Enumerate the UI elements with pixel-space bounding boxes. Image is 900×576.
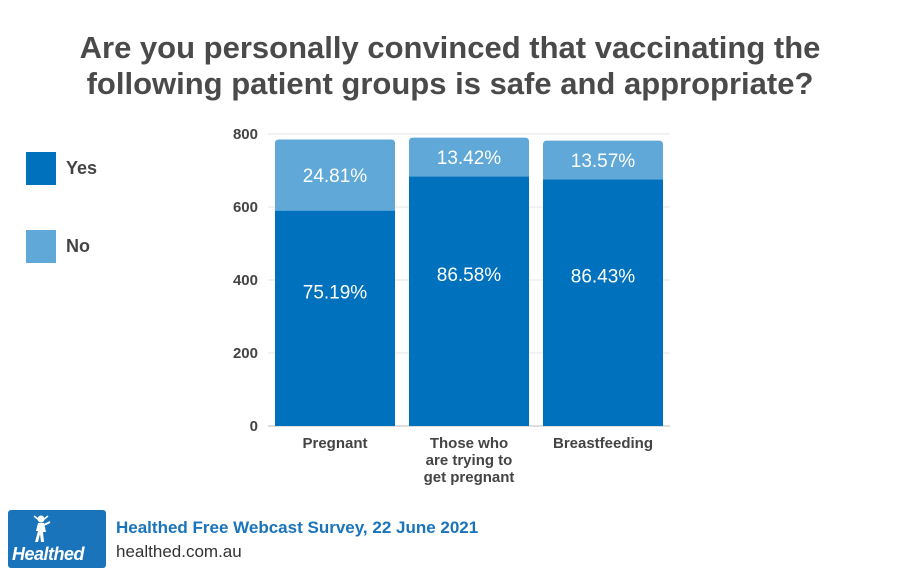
x-tick-label-1-line-2: get pregnant xyxy=(423,469,515,486)
footer: Healthed Healthed Free Webcast Survey, 2… xyxy=(8,510,608,570)
legend-swatch-yes xyxy=(26,152,56,185)
x-tick-label-2: Breastfeeding xyxy=(538,435,668,452)
survey-source: Healthed Free Webcast Survey, 22 June 20… xyxy=(116,518,479,537)
y-tick-label-200: 200 xyxy=(233,345,258,362)
x-tick-label-1-line-0: Those who xyxy=(429,435,509,452)
x-tick-label-0: Pregnant xyxy=(270,435,400,452)
chart-title: Are you personally convinced that vaccin… xyxy=(0,30,900,102)
x-tick-label-1: Those who are trying to get pregnant xyxy=(404,435,534,486)
bar-yes-2 xyxy=(543,179,663,426)
hermes-figure-icon xyxy=(33,515,51,542)
data-label-no-1: 13.42% xyxy=(437,148,502,169)
data-label-yes-0: 75.19% xyxy=(303,282,368,303)
bar-no-1 xyxy=(409,137,529,177)
logo-text: Healthed xyxy=(12,544,85,564)
data-label-no-2: 13.57% xyxy=(571,151,636,172)
x-tick-label-0-line-0: Pregnant xyxy=(302,435,368,452)
healthed-logo: Healthed xyxy=(8,510,106,568)
data-label-yes-2: 86.43% xyxy=(571,267,636,288)
bar-no-0 xyxy=(275,139,395,211)
data-label-yes-1: 86.58% xyxy=(437,265,502,286)
bar-yes-1 xyxy=(409,176,529,426)
y-tick-label-800: 800 xyxy=(233,126,258,143)
chart-title-line-1: Are you personally convinced that vaccin… xyxy=(79,30,821,65)
y-tick-label-400: 400 xyxy=(233,272,258,289)
y-tick-label-0: 0 xyxy=(250,418,258,435)
legend-swatch-no xyxy=(26,230,56,263)
data-label-no-0: 24.81% xyxy=(303,166,368,187)
website-url: healthed.com.au xyxy=(116,542,242,561)
legend-label-no: No xyxy=(66,236,90,256)
x-tick-label-1-line-1: are trying to xyxy=(425,452,513,469)
legend-label-yes: Yes xyxy=(66,158,98,178)
y-tick-label-600: 600 xyxy=(233,199,258,216)
x-tick-label-2-line-0: Breastfeeding xyxy=(552,435,654,452)
bar-no-2 xyxy=(543,140,663,180)
bar-yes-0 xyxy=(275,210,395,426)
chart-title-line-2: following patient groups is safe and app… xyxy=(86,66,814,101)
